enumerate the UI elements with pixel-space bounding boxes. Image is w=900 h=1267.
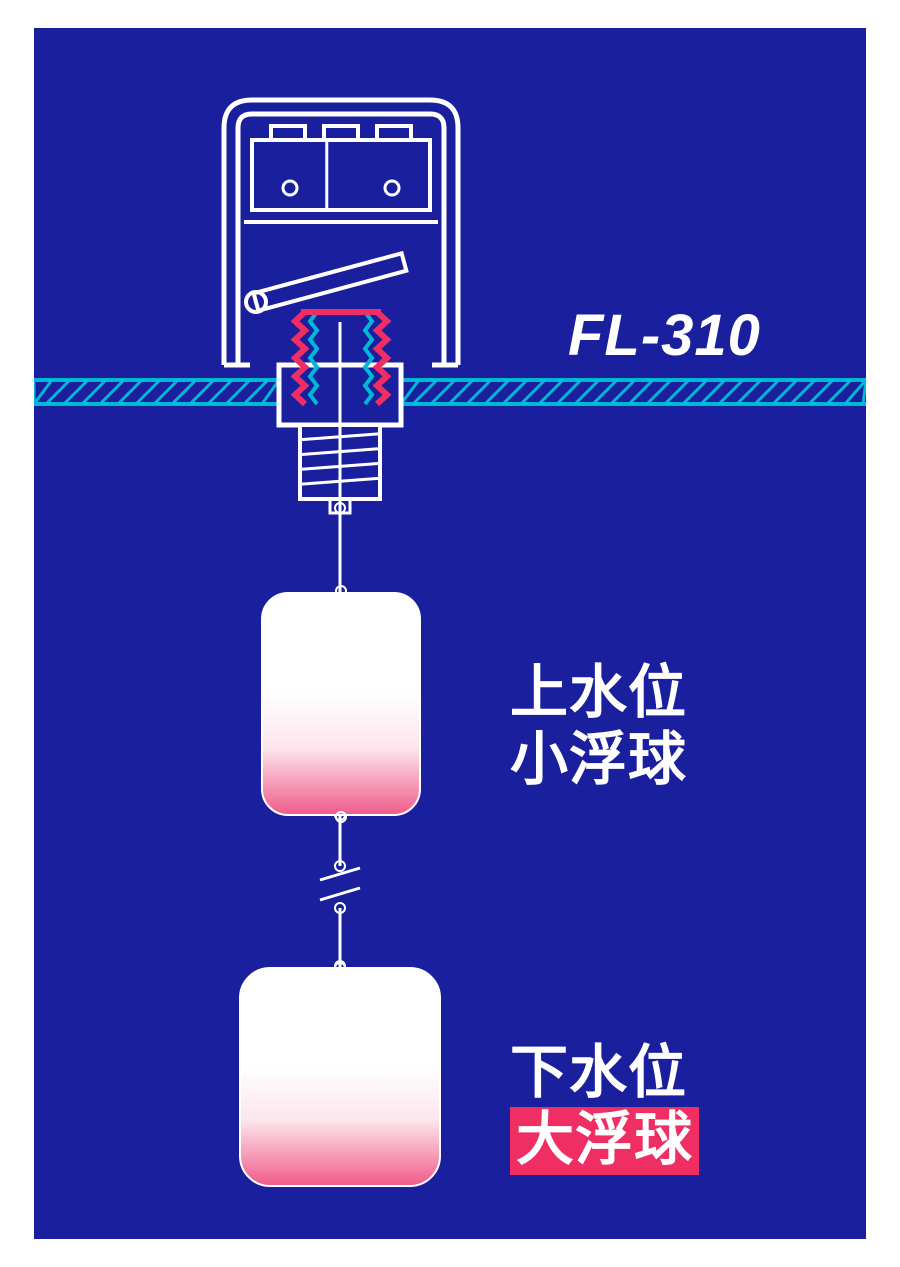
lever-arm [246, 253, 406, 312]
lower-line2-highlight: 大浮球 [510, 1107, 699, 1176]
diagram-svg [34, 28, 866, 1239]
diagram-panel: FL-310 上水位 小浮球 下水位 大浮球 [34, 28, 866, 1239]
upper-line2: 小浮球 [510, 727, 687, 794]
mounting-plate [401, 380, 866, 404]
mounting-plate [34, 380, 298, 404]
lower-float-label: 下水位 大浮球 [510, 1040, 699, 1175]
upper-small-float [262, 586, 420, 822]
model-text: FL-310 [568, 303, 761, 368]
upper-line1: 上水位 [510, 660, 687, 727]
page: FL-310 上水位 小浮球 下水位 大浮球 [0, 0, 900, 1267]
terminal-block [244, 126, 438, 222]
upper-float-label: 上水位 小浮球 [510, 660, 687, 793]
lower-line1: 下水位 [510, 1040, 699, 1107]
model-label: FL-310 [568, 302, 761, 369]
lower-large-float [240, 961, 440, 1186]
